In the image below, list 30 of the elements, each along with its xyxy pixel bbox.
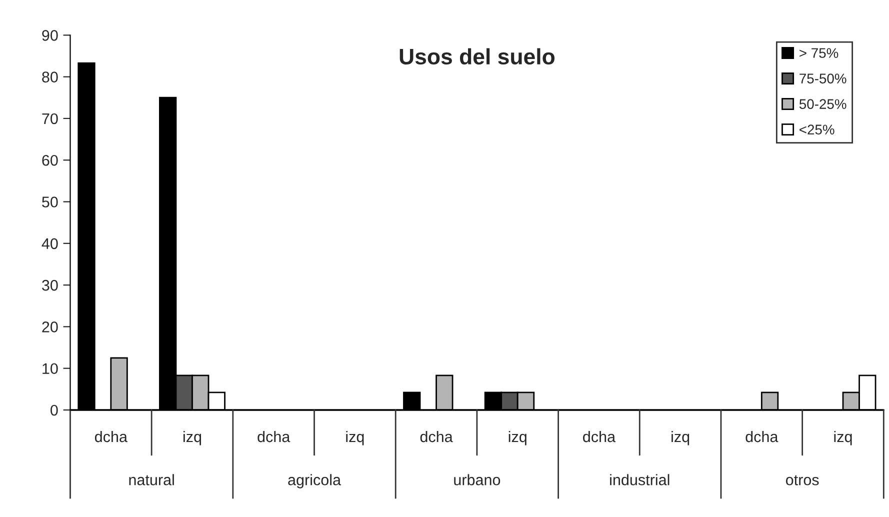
y-tick-label: 70 — [42, 113, 58, 124]
chart-title: Usos del suelo — [400, 48, 555, 65]
legend-label: <25% — [800, 124, 834, 134]
x-tick-label: izq — [184, 430, 202, 446]
x-tick-label: izq — [834, 430, 852, 446]
x-tick-label: dcha — [583, 430, 616, 442]
y-tick-label: 90 — [42, 30, 58, 41]
y-tick-label: 0 — [50, 404, 58, 416]
text: industrial — [610, 474, 670, 486]
y-tick-label: 10 — [42, 363, 58, 374]
y-tick-label: 60 — [42, 154, 58, 166]
x-tick-label: izq — [346, 430, 364, 446]
x-tick-label: dcha — [420, 430, 453, 442]
text: otros — [786, 475, 819, 486]
legend-label: 75-50% — [800, 74, 846, 84]
y-tick-label: 80 — [42, 72, 58, 82]
x-tick-label: dcha — [94, 430, 128, 442]
y-tick-label: 30 — [42, 280, 58, 291]
x-tick-label: dcha — [258, 430, 290, 442]
x-tick-label: izq — [508, 430, 526, 446]
y-tick-label: 40 — [42, 238, 58, 250]
legend-label: > 75% — [800, 48, 838, 58]
legend-label: 50-25% — [799, 99, 846, 109]
x-tick-label: izq — [672, 430, 690, 446]
y-tick-label: 20 — [42, 322, 58, 332]
text: natural — [129, 474, 174, 486]
text: urbano — [454, 474, 500, 486]
x-tick-label: dcha — [746, 430, 778, 442]
text: agricola — [288, 474, 342, 488]
y-tick-label: 50 — [42, 196, 58, 208]
